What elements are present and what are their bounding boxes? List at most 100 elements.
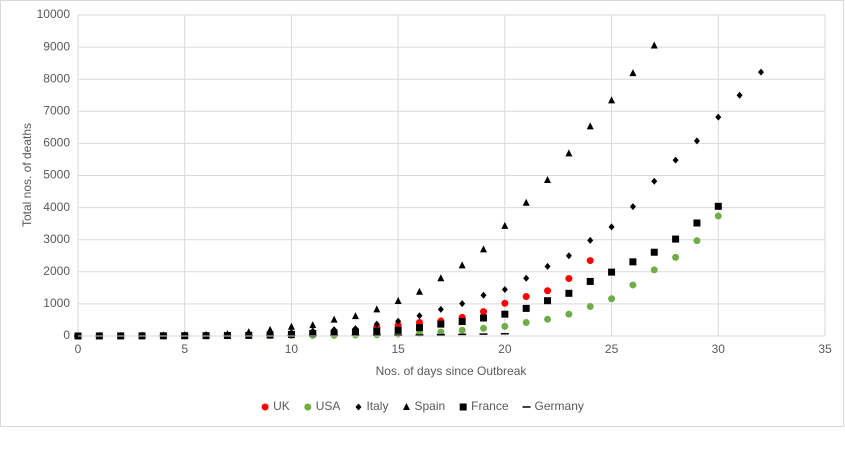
data-point	[629, 281, 637, 289]
legend-marker	[459, 403, 467, 411]
data-point	[608, 268, 616, 276]
data-point	[373, 305, 381, 313]
data-point	[266, 325, 274, 333]
data-point	[351, 312, 359, 320]
data-point	[394, 326, 402, 334]
data-point	[309, 329, 317, 337]
data-point	[287, 330, 295, 338]
data-point	[651, 177, 658, 185]
data-point	[458, 318, 466, 326]
data-point	[522, 293, 530, 301]
y-tick-label: 6000	[43, 136, 70, 150]
data-point	[608, 295, 616, 303]
data-point	[672, 253, 680, 261]
data-point	[501, 310, 509, 318]
data-point	[587, 236, 594, 244]
y-tick-label: 0	[63, 328, 70, 342]
legend-label: Italy	[366, 399, 388, 413]
y-tick-label: 8000	[43, 71, 70, 85]
data-point	[544, 262, 551, 270]
data-point	[650, 266, 658, 274]
data-point	[522, 319, 530, 327]
data-point	[287, 322, 295, 330]
data-point	[330, 329, 338, 337]
data-point	[586, 277, 594, 285]
data-point	[437, 328, 445, 336]
data-point	[480, 308, 488, 316]
data-point	[480, 245, 488, 253]
data-point	[629, 69, 637, 77]
y-tick-label: 4000	[43, 200, 70, 214]
data-point	[501, 322, 509, 330]
data-point	[544, 287, 552, 295]
data-point	[373, 327, 381, 335]
y-tick-label: 7000	[43, 103, 70, 117]
data-point	[437, 320, 445, 328]
x-tick-label: 15	[391, 342, 405, 356]
data-point	[459, 300, 466, 308]
data-point	[373, 320, 380, 328]
data-point	[309, 321, 317, 329]
legend-marker	[261, 403, 269, 411]
y-tick-label: 2000	[43, 264, 70, 278]
legend-label: UK	[273, 399, 290, 413]
data-point	[586, 257, 594, 265]
data-point	[650, 248, 658, 256]
data-point	[330, 315, 338, 323]
data-point	[693, 137, 700, 145]
data-point	[437, 274, 445, 282]
data-point	[565, 275, 573, 283]
data-point	[480, 314, 488, 322]
data-point	[565, 289, 573, 297]
data-point	[437, 305, 444, 313]
data-point	[586, 302, 594, 310]
legend-marker	[402, 403, 410, 410]
data-point	[544, 297, 552, 305]
x-tick-label: 0	[75, 342, 82, 356]
data-point	[458, 326, 466, 334]
data-point	[458, 261, 466, 269]
data-point	[501, 285, 508, 293]
data-point	[715, 113, 722, 121]
data-point	[395, 317, 402, 325]
legend-marker	[304, 403, 312, 411]
y-tick-label: 9000	[43, 39, 70, 53]
data-point	[480, 324, 488, 332]
data-point	[415, 287, 423, 295]
data-point	[415, 324, 423, 332]
data-point	[501, 221, 509, 229]
data-point	[523, 274, 530, 282]
data-point	[501, 299, 509, 307]
data-point	[522, 198, 530, 206]
x-tick-label: 5	[181, 342, 188, 356]
legend-label: USA	[316, 399, 341, 413]
y-axis-title: Total nos. of deaths	[20, 123, 34, 227]
data-point	[565, 149, 573, 157]
data-point	[757, 68, 764, 76]
y-tick-label: 10000	[37, 7, 71, 21]
chart-frame	[0, 0, 844, 427]
data-point	[629, 203, 636, 211]
x-axis-title: Nos. of days since Outbreak	[376, 364, 528, 378]
data-point	[608, 96, 616, 104]
data-point	[650, 41, 658, 49]
data-point	[714, 202, 722, 210]
x-tick-label: 35	[818, 342, 832, 356]
data-point	[693, 219, 701, 227]
data-point	[714, 212, 722, 220]
data-point	[480, 291, 487, 299]
data-point	[351, 328, 359, 336]
legend-marker	[355, 403, 362, 411]
data-point	[416, 312, 423, 320]
data-point	[672, 156, 679, 164]
x-tick-label: 30	[712, 342, 726, 356]
data-point	[544, 315, 552, 323]
y-tick-label: 5000	[43, 168, 70, 182]
data-point	[544, 175, 552, 183]
data-point	[608, 223, 615, 231]
data-point	[693, 237, 701, 245]
data-point	[522, 304, 530, 312]
data-point	[586, 122, 594, 130]
y-tick-label: 1000	[43, 296, 70, 310]
